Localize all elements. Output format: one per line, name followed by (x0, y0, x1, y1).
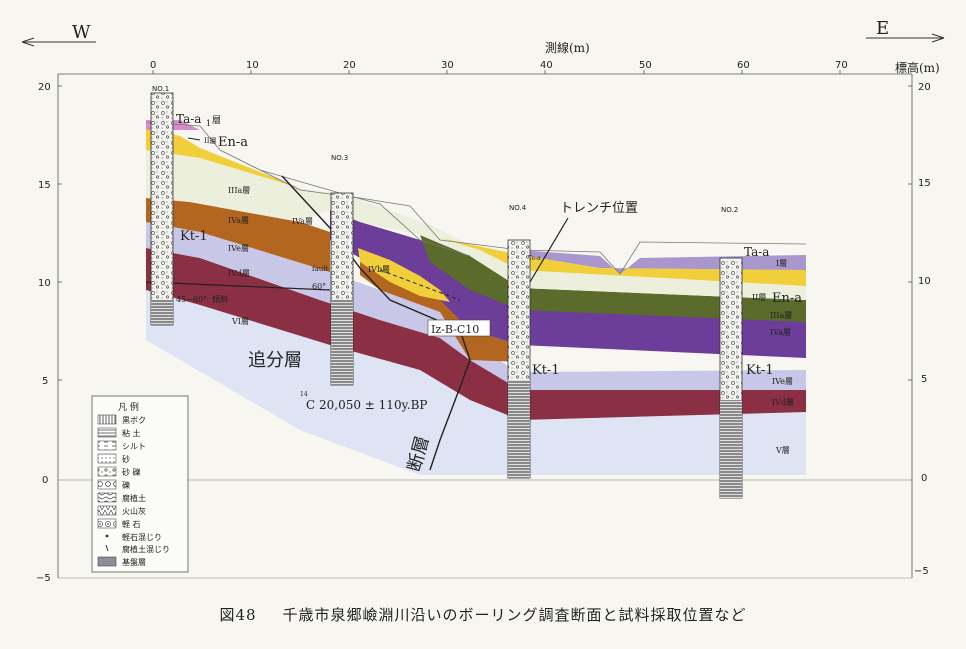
svg-text:IIIa層: IIIa層 (228, 186, 250, 195)
legend: 凡 例 黒ボク 粘 土 シルト 砂 砂 礫 礫 腐植土 火山灰 軽 石 軽石混じ… (91, 395, 189, 573)
legend-title: 凡 例 (118, 401, 139, 413)
y-tick: 10 (918, 276, 931, 287)
svg-text:IVd層: IVd層 (228, 269, 250, 278)
label-ta-a1: Ta-a (176, 112, 201, 126)
legend-item: 軽石混じり (122, 533, 162, 542)
x-ticks: 0 10 20 30 40 50 60 70 (150, 60, 848, 71)
figure-number: 図48 (219, 606, 257, 624)
layer-ii (146, 128, 300, 188)
x-tick: 50 (639, 60, 652, 71)
x-tick: 60 (737, 60, 750, 71)
svg-text:IVa層: IVa層 (228, 216, 249, 225)
stratigraphy (146, 120, 806, 475)
label-kt1-right: Kt-1 (746, 363, 774, 378)
y-tick: −5 (36, 573, 51, 584)
svg-text:IVd層: IVd層 (772, 398, 794, 407)
layer-iva-left (146, 198, 330, 272)
svg-text:IVa層: IVa層 (770, 328, 791, 337)
direction-west: W (21, 22, 96, 47)
label-oiwake: 追分層 (248, 350, 302, 371)
svg-text:IVb層: IVb層 (368, 265, 390, 274)
x-tick: 30 (441, 60, 454, 71)
layer-ii-right (440, 238, 806, 286)
legend-item: 礫 (122, 480, 130, 490)
y-tick: −5 (914, 566, 929, 577)
layer-ivb (358, 248, 450, 302)
caption-text: 千歳市泉郷嶮淵川沿いのボーリング調査断面と試料採取位置など (282, 606, 747, 624)
svg-text:NO.1: NO.1 (152, 85, 169, 93)
borehole-no4: NO.4 (507, 204, 531, 479)
y-tick: 5 (921, 374, 927, 385)
legend-item: 粘 土 (122, 428, 141, 438)
svg-text:IIIa層: IIIa層 (770, 311, 792, 320)
svg-text:V層: V層 (775, 446, 790, 455)
legend-item: 軽 石 (122, 520, 141, 529)
legend-item: 火山灰 (122, 506, 146, 516)
legend-item: 砂 礫 (122, 467, 141, 477)
x-tick: 10 (246, 60, 259, 71)
svg-text:VI層: VI層 (231, 317, 249, 326)
svg-text:IVe層: IVe層 (228, 244, 249, 253)
svg-text:14: 14 (300, 391, 308, 398)
x-axis-label: 測線(m) (545, 40, 590, 55)
label-ta-a2: Ta-a (744, 245, 769, 259)
direction-east: E (866, 18, 945, 43)
label-c14: C 20,050 ± 110y.BP (306, 398, 427, 412)
borehole-no1: NO.1 (150, 85, 174, 326)
label-kt1-mid: Kt-1 (532, 363, 560, 378)
svg-text:W: W (72, 22, 91, 43)
y-axis-label: 標高(m) (895, 60, 940, 75)
y-tick: 10 (38, 278, 51, 289)
legend-item: 基盤層 (122, 557, 146, 567)
borehole-no3: NO.3 (330, 154, 354, 386)
y-tick: 5 (42, 376, 48, 387)
svg-text:60°: 60° (312, 282, 326, 291)
y-ticks-right: 20 15 10 5 0 −5 (914, 82, 931, 577)
svg-text:I層: I層 (776, 259, 787, 268)
y-tick: 20 (918, 82, 931, 93)
svg-text:IVe層: IVe層 (772, 377, 793, 386)
legend-item: 砂 (122, 454, 130, 464)
legend-item: 腐植土 (122, 493, 146, 503)
legend-item: 腐植土混じり (122, 544, 170, 554)
label-en-a-left: En-a (218, 135, 248, 150)
svg-text:NO.4: NO.4 (509, 204, 527, 212)
y-tick: 20 (38, 82, 51, 93)
layer-purple (330, 210, 806, 358)
y-tick: 15 (918, 178, 931, 189)
borehole-no2: NO.2 (719, 206, 743, 499)
svg-text:II層: II層 (204, 137, 217, 145)
svg-text:45−60°: 45−60° (176, 295, 207, 304)
label-trench: トレンチ位置 (560, 201, 638, 216)
x-tick: 20 (343, 60, 356, 71)
x-tick: 40 (540, 60, 553, 71)
legend-item: シルト (122, 442, 146, 451)
figure-caption: 図48 千歳市泉郷嶮淵川沿いのボーリング調査断面と試料採取位置など (0, 604, 966, 625)
svg-text:傾斜: 傾斜 (212, 294, 228, 304)
legend-item: 黒ボク (122, 416, 146, 425)
y-tick: 15 (38, 180, 51, 191)
label-kt1-left: Kt-1 (180, 229, 208, 244)
svg-text:IVa層: IVa層 (292, 217, 313, 226)
svg-text:1: 1 (206, 119, 211, 128)
svg-text:E: E (876, 18, 889, 39)
label-en-a-right: En-a (772, 291, 802, 306)
label-iz: Iz-B-C10 (431, 323, 479, 336)
y-tick: 0 (921, 473, 927, 484)
svg-text:fault: fault (312, 265, 329, 273)
svg-text:Te-a: Te-a (528, 255, 541, 262)
y-tick: 0 (42, 475, 48, 486)
surface-lines (145, 121, 807, 275)
svg-text:層: 層 (212, 115, 221, 126)
svg-text:II層: II層 (752, 293, 766, 302)
svg-text:NO.2: NO.2 (721, 206, 738, 214)
x-tick: 70 (835, 60, 848, 71)
y-ticks-left: 20 15 10 5 0 −5 (36, 82, 51, 584)
x-tick: 0 (150, 60, 156, 71)
svg-text:NO.3: NO.3 (331, 154, 348, 162)
